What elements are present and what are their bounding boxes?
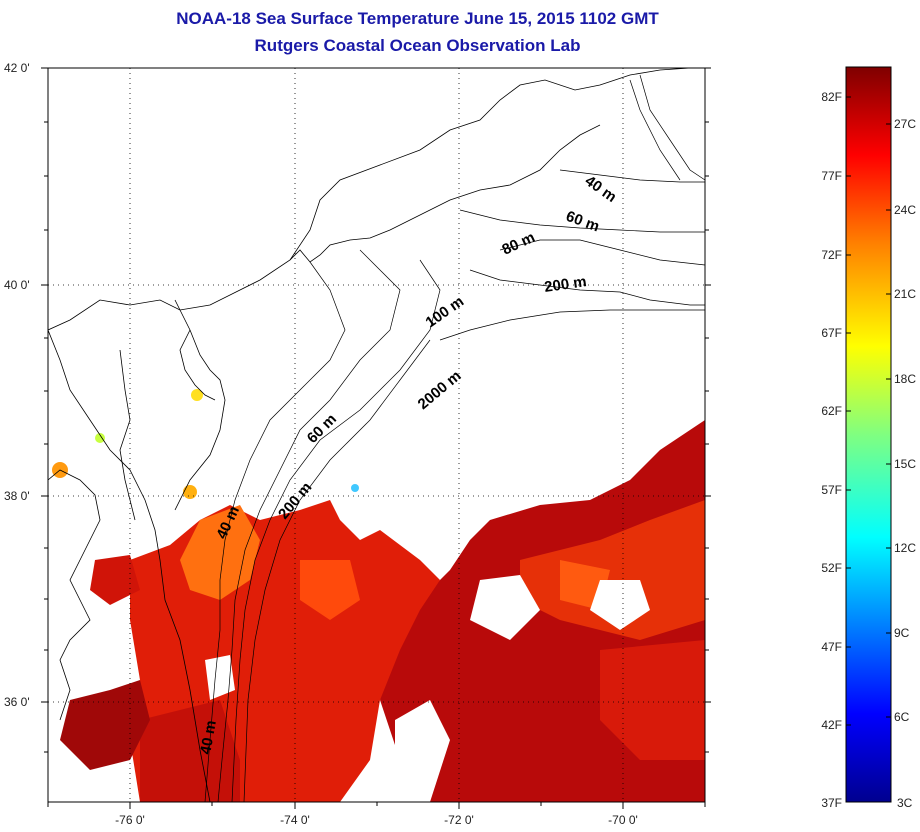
- colorbar-c-label: 12C: [894, 541, 916, 555]
- colorbar-c-label: 3C: [897, 796, 913, 810]
- latitude-labels: 42 0' 40 0' 38 0' 36 0': [4, 61, 30, 709]
- sst-chesapeake-region: [60, 680, 150, 770]
- lat-label: 42 0': [4, 61, 30, 75]
- depth-label: 40 m: [582, 172, 620, 206]
- isobath-100m: [231, 259, 441, 802]
- coastline-layer: [48, 68, 691, 802]
- colorbar-f-label: 72F: [821, 248, 842, 262]
- depth-label: 200 m: [543, 273, 587, 296]
- colorbar-f-label: 77F: [821, 169, 842, 183]
- map-ticks: [41, 67, 711, 809]
- depth-label: 100 m: [423, 293, 468, 331]
- colorbar-f-label: 57F: [821, 483, 842, 497]
- colorbar-ticks: [846, 96, 891, 726]
- colorbar-f-label: 82F: [821, 90, 842, 104]
- lat-label: 40 0': [4, 278, 30, 292]
- colorbar-f-label: 52F: [821, 561, 842, 575]
- map-title: NOAA-18 Sea Surface Temperature June 15,…: [176, 9, 659, 28]
- colorbar-f-label: 42F: [821, 718, 842, 732]
- depth-label: 40 m: [197, 719, 220, 756]
- sst-data-layer: [52, 389, 705, 802]
- longitude-labels: -76 0' -74 0' -72 0' -70 0': [115, 813, 638, 827]
- isobath-2000m: [439, 309, 705, 341]
- colorbar-c-label: 9C: [894, 626, 910, 640]
- colorbar: [845, 66, 892, 803]
- colorbar-f-label: 62F: [821, 404, 842, 418]
- colorbar-fahrenheit-labels: 82F 77F 72F 67F 62F 57F 52F 47F 42F 37F: [821, 90, 842, 810]
- colorbar-celsius-labels: 27C 24C 21C 18C 15C 12C 9C 6C 3C: [894, 117, 916, 810]
- colorbar-c-label: 27C: [894, 117, 916, 131]
- colorbar-c-label: 21C: [894, 287, 916, 301]
- colorbar-f-label: 67F: [821, 326, 842, 340]
- lat-label: 36 0': [4, 695, 30, 709]
- colorbar-c-label: 15C: [894, 457, 916, 471]
- colorbar-c-label: 18C: [894, 372, 916, 386]
- isobath-60m: [217, 249, 401, 802]
- us-coastline: [48, 68, 691, 331]
- depth-label: 80 m: [500, 229, 538, 259]
- lon-label: -70 0': [608, 813, 638, 827]
- lon-label: -76 0': [115, 813, 145, 827]
- colorbar-f-label: 37F: [821, 796, 842, 810]
- lat-label: 38 0': [4, 489, 30, 503]
- depth-label: 2000 m: [415, 367, 465, 413]
- bathymetry-contours: [204, 74, 705, 802]
- lon-label: -74 0': [280, 813, 310, 827]
- colorbar-c-label: 24C: [894, 203, 916, 217]
- lon-label: -72 0': [444, 813, 474, 827]
- isobath-40m: [204, 261, 346, 802]
- colorbar-f-label: 47F: [821, 640, 842, 654]
- map-subtitle: Rutgers Coastal Ocean Observation Lab: [254, 36, 581, 55]
- isobath-200m: [469, 269, 705, 306]
- depth-label: 60 m: [564, 208, 602, 236]
- colorbar-c-label: 6C: [894, 710, 910, 724]
